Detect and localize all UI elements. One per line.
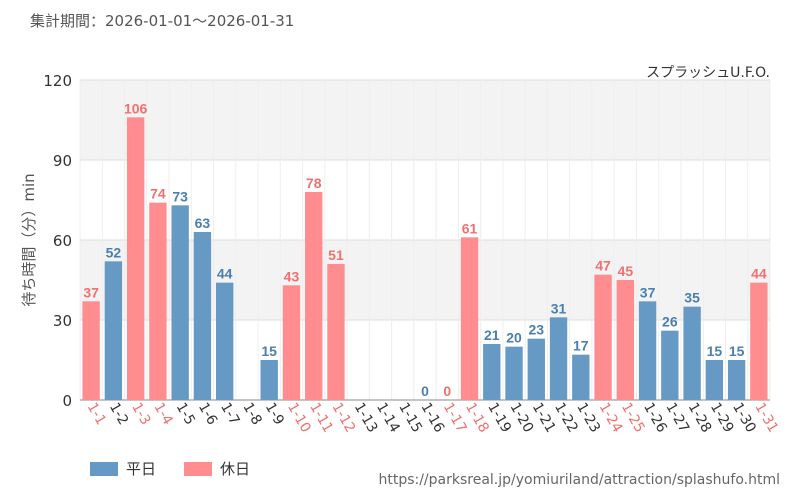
data-label: 73 bbox=[172, 188, 188, 204]
data-label: 44 bbox=[217, 266, 233, 282]
y-tick-label: 90 bbox=[53, 152, 72, 170]
bar bbox=[638, 301, 657, 400]
bar bbox=[705, 360, 724, 400]
data-label: 17 bbox=[573, 338, 589, 354]
grid-band bbox=[80, 160, 770, 240]
legend-holiday: 休日 bbox=[184, 458, 250, 479]
legend-weekday-label: 平日 bbox=[126, 460, 157, 478]
data-label: 35 bbox=[684, 290, 700, 306]
y-tick-label: 120 bbox=[43, 72, 72, 90]
data-label: 20 bbox=[506, 330, 522, 346]
data-label: 45 bbox=[618, 263, 634, 279]
bar bbox=[572, 354, 590, 400]
x-tick-label: 1-1 bbox=[84, 400, 109, 428]
data-label: 23 bbox=[529, 322, 545, 338]
x-tick-label: 1-6 bbox=[195, 400, 220, 428]
bar bbox=[193, 232, 212, 400]
grid-band bbox=[80, 80, 770, 160]
bar bbox=[750, 282, 768, 400]
data-label: 63 bbox=[195, 215, 211, 231]
source-url: https://parksreal.jp/yomiuriland/attract… bbox=[378, 472, 780, 488]
x-tick-label: 1-7 bbox=[217, 400, 242, 428]
bar bbox=[104, 261, 123, 400]
y-axis-title: 待ち時間（分）min bbox=[20, 173, 38, 306]
bar bbox=[327, 264, 345, 400]
data-label: 0 bbox=[443, 383, 451, 399]
data-label: 106 bbox=[124, 100, 148, 116]
legend-weekday-swatch bbox=[90, 461, 118, 476]
y-tick-label: 30 bbox=[53, 312, 72, 330]
data-label: 15 bbox=[261, 343, 277, 359]
data-label: 74 bbox=[150, 186, 166, 202]
data-label: 47 bbox=[595, 258, 611, 274]
bar bbox=[527, 338, 545, 400]
data-label: 43 bbox=[284, 268, 300, 284]
data-label: 0 bbox=[421, 383, 429, 399]
bar bbox=[215, 282, 234, 400]
x-tick-label: 1-9 bbox=[262, 400, 287, 428]
x-tick-label: 1-5 bbox=[173, 400, 198, 428]
x-tick-label: 1-3 bbox=[128, 400, 153, 428]
bar bbox=[505, 346, 523, 400]
attraction-name: スプラッシュU.F.O. bbox=[646, 65, 770, 81]
bar bbox=[727, 360, 746, 400]
bar bbox=[549, 317, 568, 400]
x-tick-label: 1-4 bbox=[150, 400, 175, 428]
period-label: 集計期間：2026-01-01～2026-01-31 bbox=[30, 12, 295, 30]
data-label: 37 bbox=[640, 284, 656, 300]
data-label: 61 bbox=[462, 220, 478, 236]
data-label: 15 bbox=[729, 343, 745, 359]
y-tick-label: 0 bbox=[62, 392, 72, 410]
x-tick-label: 1-31 bbox=[751, 400, 781, 436]
data-label: 52 bbox=[106, 244, 122, 260]
legend: 平日 休日 bbox=[90, 458, 250, 479]
x-tick-label: 1-8 bbox=[239, 400, 264, 428]
bar bbox=[282, 285, 301, 400]
bar bbox=[483, 344, 501, 400]
legend-weekday: 平日 bbox=[90, 458, 156, 479]
data-label: 44 bbox=[751, 266, 767, 282]
data-label: 78 bbox=[306, 175, 322, 191]
data-label: 51 bbox=[328, 247, 344, 263]
bar bbox=[305, 192, 323, 400]
bar bbox=[616, 280, 635, 400]
bar bbox=[661, 330, 679, 400]
bar bbox=[126, 117, 145, 400]
x-tick-label: 1-2 bbox=[106, 400, 131, 428]
data-label: 21 bbox=[484, 327, 500, 343]
bar bbox=[171, 205, 189, 400]
data-label: 31 bbox=[551, 300, 567, 316]
data-label: 37 bbox=[83, 284, 99, 300]
y-tick-label: 60 bbox=[53, 232, 72, 250]
data-label: 26 bbox=[662, 314, 678, 330]
bar bbox=[82, 301, 100, 400]
bar bbox=[460, 237, 479, 400]
legend-holiday-label: 休日 bbox=[220, 460, 251, 478]
legend-holiday-swatch bbox=[184, 461, 213, 476]
bar bbox=[149, 202, 167, 400]
data-label: 15 bbox=[707, 343, 723, 359]
bar bbox=[260, 360, 278, 400]
bar bbox=[594, 274, 612, 400]
bar bbox=[683, 306, 701, 400]
